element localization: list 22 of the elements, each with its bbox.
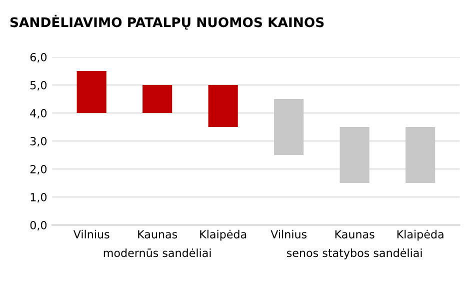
y-tick-label: 4,0 <box>30 108 47 119</box>
bar <box>340 127 370 183</box>
x-tick-label: Klaipėda <box>397 230 444 241</box>
text: modernūs sandėliai <box>104 248 211 258</box>
bar <box>274 99 304 155</box>
bar <box>76 71 106 113</box>
y-tick-label: 5,0 <box>30 80 47 91</box>
y-tick-label: 0,0 <box>30 220 47 231</box>
text: senos statybos sandėliai <box>286 248 422 260</box>
x-tick-label: Klaipėda <box>200 230 246 241</box>
y-tick-label: 6,0 <box>30 52 47 63</box>
bar <box>406 127 436 183</box>
bar <box>142 85 172 113</box>
x-tick-label: Vilnius <box>270 230 307 238</box>
y-tick-label: 2,0 <box>30 164 47 175</box>
x-tick-label: Kaunas <box>335 230 374 238</box>
chart-title: SANDĖLIAVIMO PATALPŲ NUOMOS KAINOS <box>10 14 324 30</box>
x-tick-label: Vilnius <box>73 230 110 238</box>
x-tick-label: Kaunas <box>138 230 178 238</box>
y-tick-label: 1,0 <box>30 192 47 203</box>
y-tick-label: 3,0 <box>30 136 47 147</box>
bar <box>208 85 238 127</box>
